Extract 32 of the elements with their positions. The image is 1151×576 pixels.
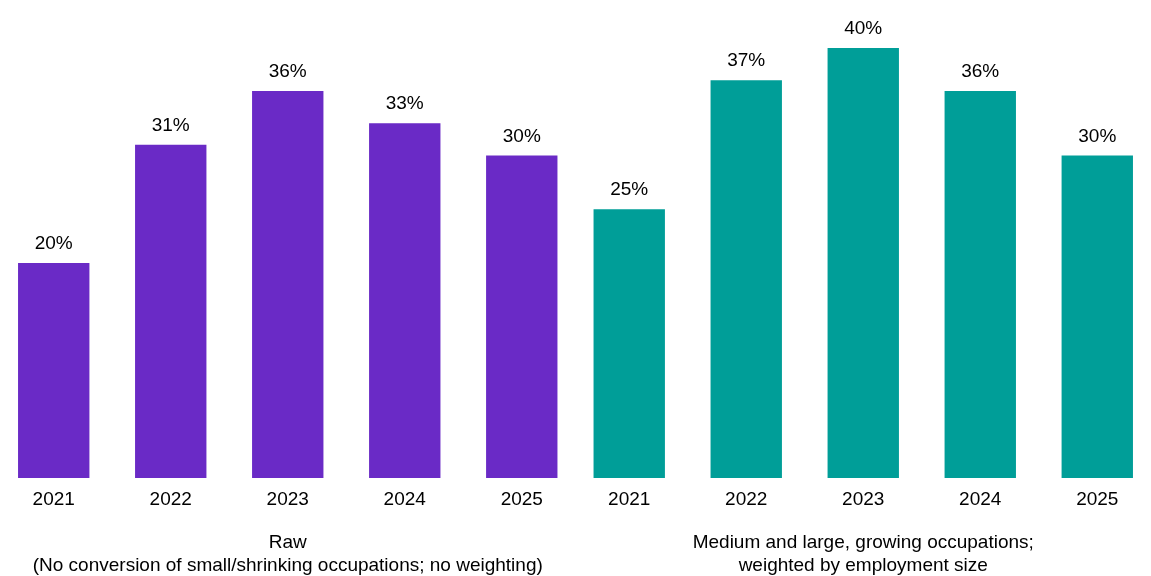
- bar: [1061, 155, 1133, 478]
- data-label: 31%: [151, 113, 190, 135]
- data-label: 37%: [727, 49, 766, 71]
- bar: [593, 209, 665, 478]
- x-tick-label: 2023: [842, 488, 885, 510]
- x-tick-label: 2021: [608, 488, 651, 510]
- bar: [135, 144, 207, 478]
- x-axis-title: Raw (No conversion of small/shrinking occupations; no weighting): [32, 531, 543, 575]
- x-tick-label: 2023: [266, 488, 309, 510]
- bar: [369, 123, 441, 478]
- x-axis-title: Medium and large, growing occupations; weighted by employment size: [692, 531, 1034, 575]
- data-label: 36%: [268, 60, 307, 81]
- bar: [18, 263, 90, 478]
- x-tick-label: 2022: [149, 488, 192, 510]
- bar: [944, 91, 1016, 478]
- data-label: 33%: [385, 92, 424, 114]
- x-tick-label: 2025: [1076, 488, 1119, 510]
- x-tick-label: 2021: [32, 488, 75, 510]
- data-label: 30%: [502, 124, 541, 146]
- bar: [827, 48, 899, 478]
- data-label: 25%: [610, 178, 649, 200]
- data-label: 30%: [1078, 124, 1117, 146]
- data-label: 40%: [844, 17, 883, 38]
- data-label: 36%: [961, 60, 1000, 81]
- bar: [486, 155, 558, 478]
- x-tick-label: 2024: [383, 488, 427, 510]
- bar: [710, 80, 782, 478]
- x-tick-label: 2025: [500, 488, 543, 510]
- x-tick-label: 2024: [959, 488, 1002, 510]
- bar: [252, 91, 324, 478]
- x-tick-label: 2022: [725, 488, 768, 510]
- data-label: 20%: [34, 232, 73, 253]
